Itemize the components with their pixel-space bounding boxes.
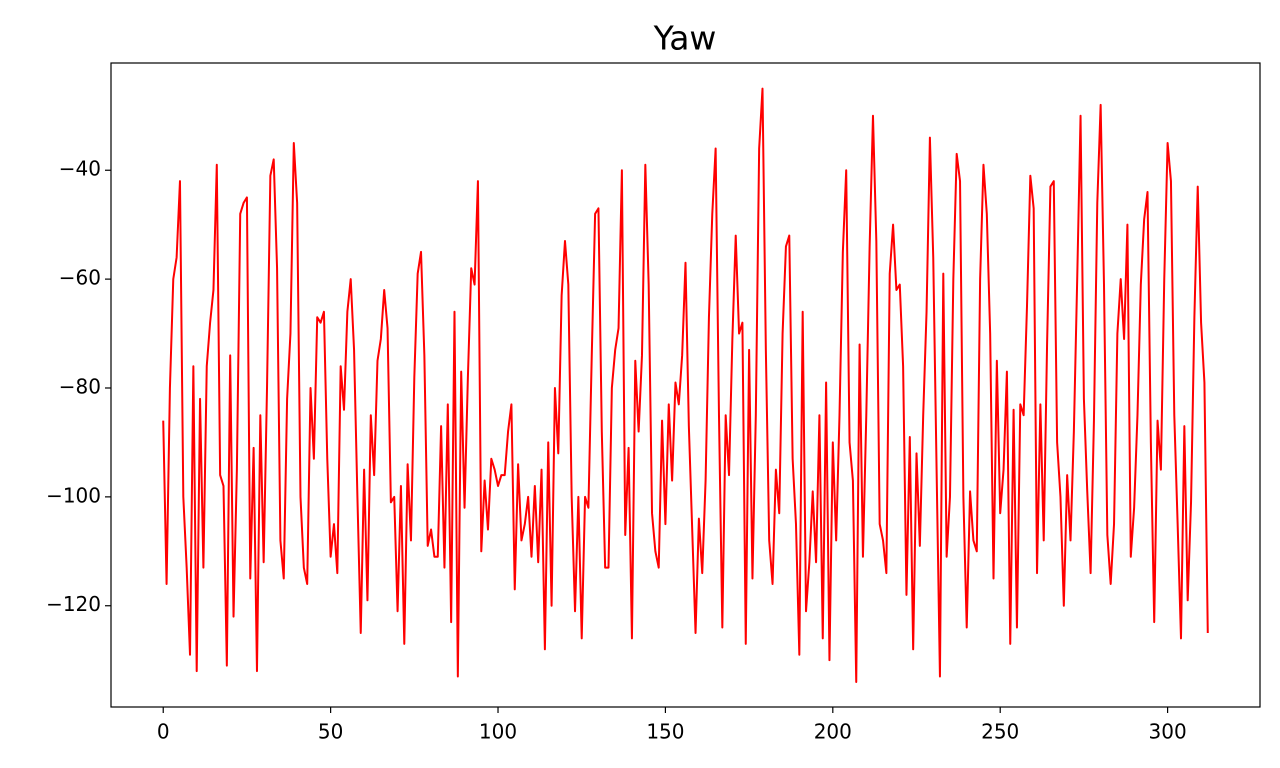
x-tick-label: 150	[646, 720, 684, 744]
x-tick-label: 250	[981, 720, 1019, 744]
y-tick-label: −80	[59, 374, 101, 398]
x-tick-label: 50	[318, 720, 343, 744]
chart-title: Yaw	[653, 19, 717, 58]
y-tick-label: −40	[59, 157, 101, 181]
x-tick-label: 100	[479, 720, 517, 744]
x-tick-label: 200	[814, 720, 852, 744]
y-tick-label: −100	[46, 483, 101, 507]
line	[162, 87, 1209, 683]
x-tick-label: 0	[157, 720, 170, 744]
y-tick-label: −60	[59, 266, 101, 290]
x-tick-label: 300	[1149, 720, 1187, 744]
plot-frame	[110, 62, 1261, 708]
y-tick-label: −120	[46, 592, 101, 616]
